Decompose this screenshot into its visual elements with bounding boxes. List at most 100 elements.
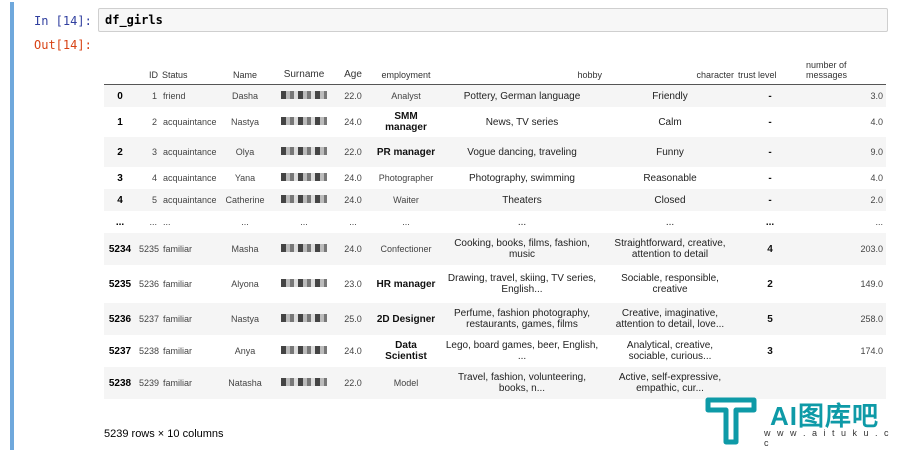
notebook-cell[interactable] (8, 0, 898, 454)
table-row: 1 2 acquaintance Nastya 24.0 SMM manager News,… (104, 107, 886, 137)
cell-character: Active, self-expressive, empathic, cur..… (604, 367, 736, 399)
cell-age: 22.0 (334, 84, 372, 107)
cell-status: familiar (163, 346, 193, 356)
pixelated-surname (281, 173, 327, 181)
col-index (104, 48, 136, 85)
cell-trust-level: 2 (767, 278, 773, 290)
cell-messages: 4.0 (870, 173, 883, 183)
cell-age: 24.0 (344, 173, 362, 183)
col-status: Status (160, 48, 216, 85)
cell-messages: 203.0 (804, 233, 886, 265)
dataframe-table: ID Status Name Surname Age employment ho… (104, 48, 886, 399)
cell-messages: 2.0 (804, 189, 886, 211)
watermark-logo-icon (705, 397, 757, 445)
cell-name: ... (241, 217, 249, 227)
pixelated-surname (281, 117, 327, 125)
cell-character: Calm (658, 116, 682, 128)
cell-messages: ... (875, 217, 883, 227)
cell-name: Alyona (231, 279, 259, 289)
cell-index: 5238 (104, 367, 136, 399)
cell-trust-level: ... (765, 216, 775, 228)
cell-surname (274, 137, 334, 167)
col-messages: number of messages (804, 48, 886, 85)
cell-trust-level: - (736, 137, 804, 167)
pixelated-surname (281, 314, 327, 322)
cell-trust-level: - (768, 172, 772, 184)
cell-hobby: Perfume, fashion photography, restaurant… (440, 303, 604, 335)
cell-hobby: Travel, fashion, volunteering, books, n.… (440, 367, 604, 399)
cell-surname (274, 233, 334, 265)
cell-index: 5234 (104, 233, 136, 265)
dataframe-output: ID Status Name Surname Age employment ho… (104, 48, 886, 399)
cell-index: 5236 (104, 303, 136, 335)
row-count-footer: 5239 rows × 10 columns (104, 428, 224, 440)
cell-hobby: Lego, board games, beer, English, ... (445, 340, 599, 362)
cell-employment: HR manager (376, 278, 436, 290)
cell-employment: SMM manager (385, 111, 427, 133)
col-hobby: hobby (440, 48, 604, 85)
cell-index: 5237 (108, 345, 132, 357)
cell-name: Natasha (216, 367, 274, 399)
watermark: AI图库吧 w w w . a i t u k u . c c (704, 392, 894, 448)
cell-employment: Model (372, 367, 440, 399)
table-row: 5237 5238 familiar Anya 24.0 Data Scientist Le… (104, 335, 886, 367)
cell-surname: ... (300, 217, 308, 227)
cell-age: 24.0 (344, 346, 362, 356)
cell-surname (274, 303, 334, 335)
table-row: 5238 5239 familiar Natasha 22.0 Model Travel, … (104, 367, 886, 399)
cell-age: 22.0 (334, 137, 372, 167)
cell-surname (274, 167, 334, 189)
col-character: character (604, 48, 736, 85)
cell-id: 1 (136, 84, 160, 107)
cell-status: ... (163, 217, 171, 227)
cell-hobby: Photography, swimming (469, 172, 575, 184)
cell-index: 0 (104, 84, 136, 107)
cell-surname (274, 335, 334, 367)
cell-employment: Waiter (372, 189, 440, 211)
cell-age: 24.0 (344, 117, 362, 127)
cell-index: 1 (117, 116, 123, 128)
cell-age: 25.0 (334, 303, 372, 335)
cell-id: 5 (136, 189, 160, 211)
cell-hobby: Drawing, travel, skiing, TV series, Engl… (447, 273, 597, 295)
cell-surname (274, 189, 334, 211)
cell-trust-level (736, 367, 804, 399)
cell-character: Friendly (604, 84, 736, 107)
cell-character: Funny (604, 137, 736, 167)
cell-id: 4 (151, 173, 157, 183)
table-row: 3 4 acquaintance Yana 24.0 Photographer Photog… (104, 167, 886, 189)
cell-index: ... (115, 216, 125, 228)
table-row: 5236 5237 familiar Nastya 25.0 2D Designer Per… (104, 303, 886, 335)
code-input[interactable]: df_girls (98, 8, 888, 32)
cell-index: 5235 (108, 278, 132, 290)
cell-age: 24.0 (334, 233, 372, 265)
cell-id: 5239 (136, 367, 160, 399)
cell-character: Analytical, creative, sociable, curious.… (626, 340, 714, 362)
cell-hobby: News, TV series (485, 116, 559, 128)
cell-age: 22.0 (334, 367, 372, 399)
cell-messages: 3.0 (804, 84, 886, 107)
cell-index: 4 (104, 189, 136, 211)
header-row: ID Status Name Surname Age employment ho… (104, 48, 886, 85)
cell-selection-bar (10, 2, 14, 450)
cell-employment: ... (402, 216, 410, 227)
pixelated-surname (281, 147, 327, 155)
cell-status: acquaintance (163, 117, 216, 127)
watermark-url: w w w . a i t u k u . c c (764, 428, 891, 448)
cell-name: Masha (216, 233, 274, 265)
cell-hobby: Cooking, books, films, fashion, music (440, 233, 604, 265)
cell-status: familiar (163, 279, 193, 289)
cell-trust-level: 5 (736, 303, 804, 335)
cell-hobby: Pottery, German language (440, 84, 604, 107)
cell-status: friend (160, 84, 216, 107)
cell-surname (274, 84, 334, 107)
input-prompt: In [14]: (34, 14, 92, 28)
table-row: 2 3 acquaintance Olya 22.0 PR manager Vogue da… (104, 137, 886, 167)
cell-index: 3 (117, 172, 123, 184)
col-trust-level: trust level (736, 48, 804, 85)
pixelated-surname (281, 91, 327, 99)
cell-surname (274, 367, 334, 399)
cell-id: 5236 (139, 279, 160, 289)
cell-messages: 149.0 (860, 279, 883, 289)
table-row: ................................. (104, 211, 886, 233)
